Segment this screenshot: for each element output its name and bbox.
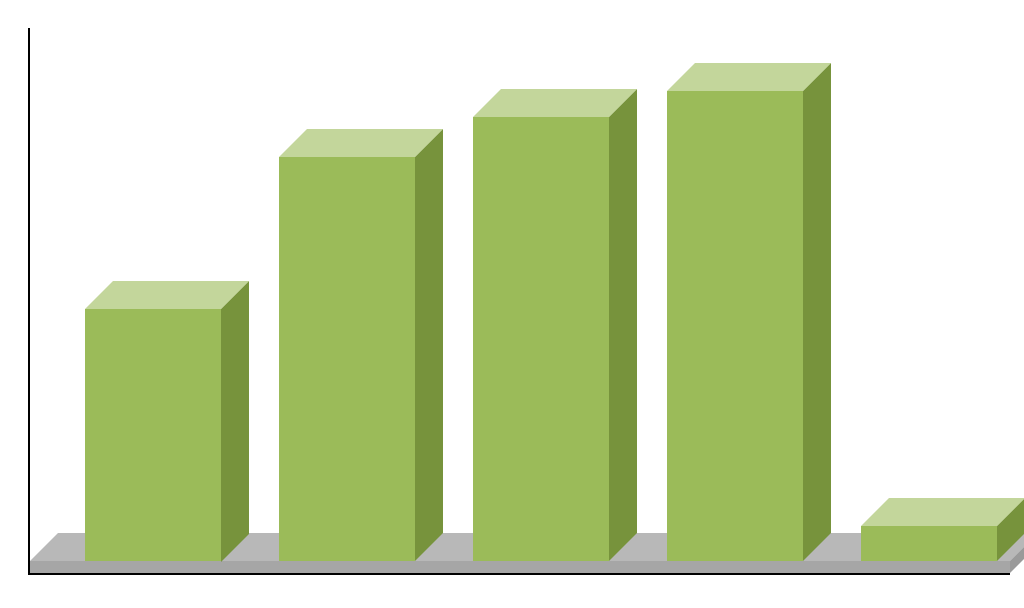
bar-front [279, 157, 415, 561]
floor-front [30, 561, 1010, 573]
x-axis [28, 573, 1010, 575]
bar-side [415, 129, 443, 561]
bar-front [473, 117, 609, 561]
bar-front [667, 91, 803, 561]
bar-side [609, 89, 637, 561]
bar-top [667, 63, 831, 91]
bar-top [861, 498, 1024, 526]
bar-chart [0, 0, 1024, 608]
bar-top [473, 89, 637, 117]
bar-top [279, 129, 443, 157]
bar-front [85, 309, 221, 562]
y-axis [28, 28, 30, 573]
bar-top [85, 281, 249, 309]
bar-front [861, 526, 997, 561]
bar-side [221, 281, 249, 562]
bar-side [803, 63, 831, 561]
